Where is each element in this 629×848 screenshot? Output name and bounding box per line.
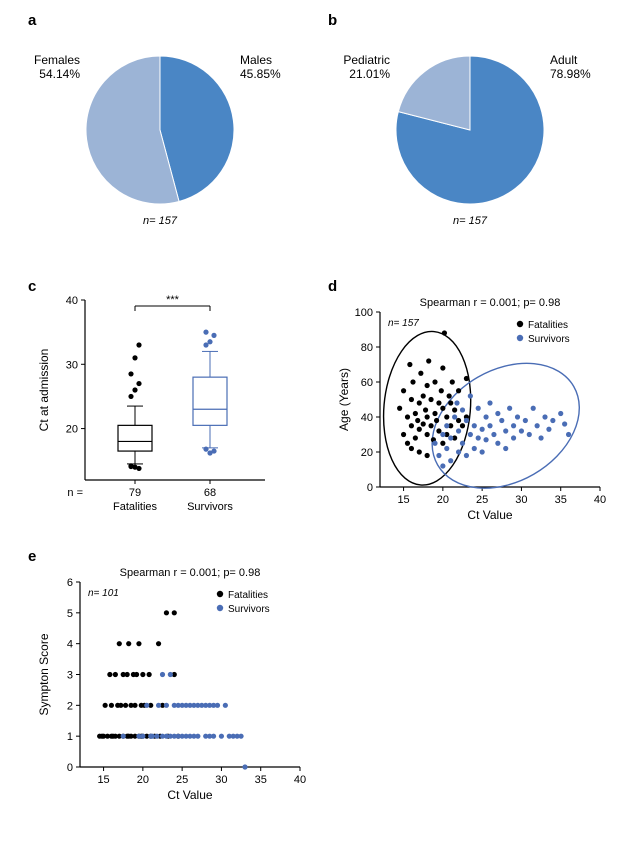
svg-text:25: 25: [176, 774, 188, 786]
svg-text:35: 35: [555, 494, 567, 506]
panel-b-pie: Pediatric21.01% Adult78.98% n= 157: [320, 20, 620, 260]
svg-text:Survivors: Survivors: [228, 604, 270, 615]
svg-text:Survivors: Survivors: [528, 334, 570, 345]
svg-text:0: 0: [67, 762, 73, 774]
svg-text:4: 4: [67, 639, 73, 651]
svg-text:n= 157: n= 157: [143, 215, 178, 227]
svg-text:6: 6: [67, 577, 73, 589]
svg-text:n= 157: n= 157: [453, 215, 488, 227]
svg-text:30: 30: [215, 774, 227, 786]
svg-text:20: 20: [437, 494, 449, 506]
svg-text:20: 20: [361, 447, 373, 459]
svg-text:78.98%: 78.98%: [550, 67, 591, 81]
figure: a b c d e Females54.14%Males45.85%n= 157…: [0, 0, 629, 848]
panel-a-pie: Females54.14% Males45.85% n= 157: [10, 20, 310, 260]
svg-text:Spearman r = 0.001; p= 0.98: Spearman r = 0.001; p= 0.98: [420, 297, 561, 309]
svg-text:n =: n =: [67, 487, 83, 499]
svg-text:15: 15: [97, 774, 109, 786]
svg-text:79: 79: [129, 487, 141, 499]
panel-c-boxplot: 20 30 40 Ct at admission 79 Fatalities 68 Survi…: [30, 290, 290, 540]
svg-text:40: 40: [361, 412, 373, 424]
svg-text:40: 40: [66, 295, 78, 307]
svg-text:Ct at admission: Ct at admission: [37, 349, 51, 432]
svg-text:Fatalities: Fatalities: [528, 320, 568, 331]
svg-text:20: 20: [66, 424, 78, 436]
svg-text:100: 100: [355, 307, 373, 319]
svg-text:25: 25: [476, 494, 488, 506]
svg-text:60: 60: [361, 377, 373, 389]
svg-text:30: 30: [515, 494, 527, 506]
svg-text:Survivors: Survivors: [187, 501, 233, 513]
svg-text:20: 20: [137, 774, 149, 786]
svg-text:Ct Value: Ct Value: [467, 508, 512, 522]
svg-text:54.14%: 54.14%: [39, 67, 80, 81]
svg-text:3: 3: [67, 670, 73, 682]
svg-text:1: 1: [67, 731, 73, 743]
svg-text:Pediatric: Pediatric: [343, 53, 390, 67]
svg-text:***: ***: [166, 294, 180, 306]
svg-text:80: 80: [361, 342, 373, 354]
svg-text:21.01%: 21.01%: [349, 67, 390, 81]
svg-text:40: 40: [594, 494, 606, 506]
svg-text:Sympton Score: Sympton Score: [37, 633, 51, 715]
svg-text:45.85%: 45.85%: [240, 67, 281, 81]
panel-e-scatter: 15 20 25 30 35 40 0 1 2 3 4 5 6 Ct Value Sympton Score…: [30, 560, 330, 820]
svg-text:0: 0: [367, 482, 373, 494]
svg-text:Spearman r = 0.001; p= 0.98: Spearman r = 0.001; p= 0.98: [120, 567, 261, 579]
svg-text:Ct Value: Ct Value: [167, 788, 212, 802]
svg-text:5: 5: [67, 608, 73, 620]
svg-text:Adult: Adult: [550, 53, 578, 67]
svg-text:30: 30: [66, 359, 78, 371]
svg-text:Males: Males: [240, 53, 272, 67]
svg-text:n= 157: n= 157: [388, 318, 419, 329]
svg-text:2: 2: [67, 700, 73, 712]
svg-text:Fatalities: Fatalities: [113, 501, 158, 513]
svg-text:Fatalities: Fatalities: [228, 590, 268, 601]
svg-text:35: 35: [255, 774, 267, 786]
svg-text:15: 15: [397, 494, 409, 506]
svg-text:n= 101: n= 101: [88, 588, 119, 599]
panel-d-scatter: 15 20 25 30 35 40 0 20 40 60 80 100 Ct Value Age (Yea…: [330, 290, 629, 540]
svg-text:68: 68: [204, 487, 216, 499]
svg-text:Females: Females: [34, 53, 80, 67]
svg-text:40: 40: [294, 774, 306, 786]
svg-text:Age (Years): Age (Years): [337, 368, 351, 431]
